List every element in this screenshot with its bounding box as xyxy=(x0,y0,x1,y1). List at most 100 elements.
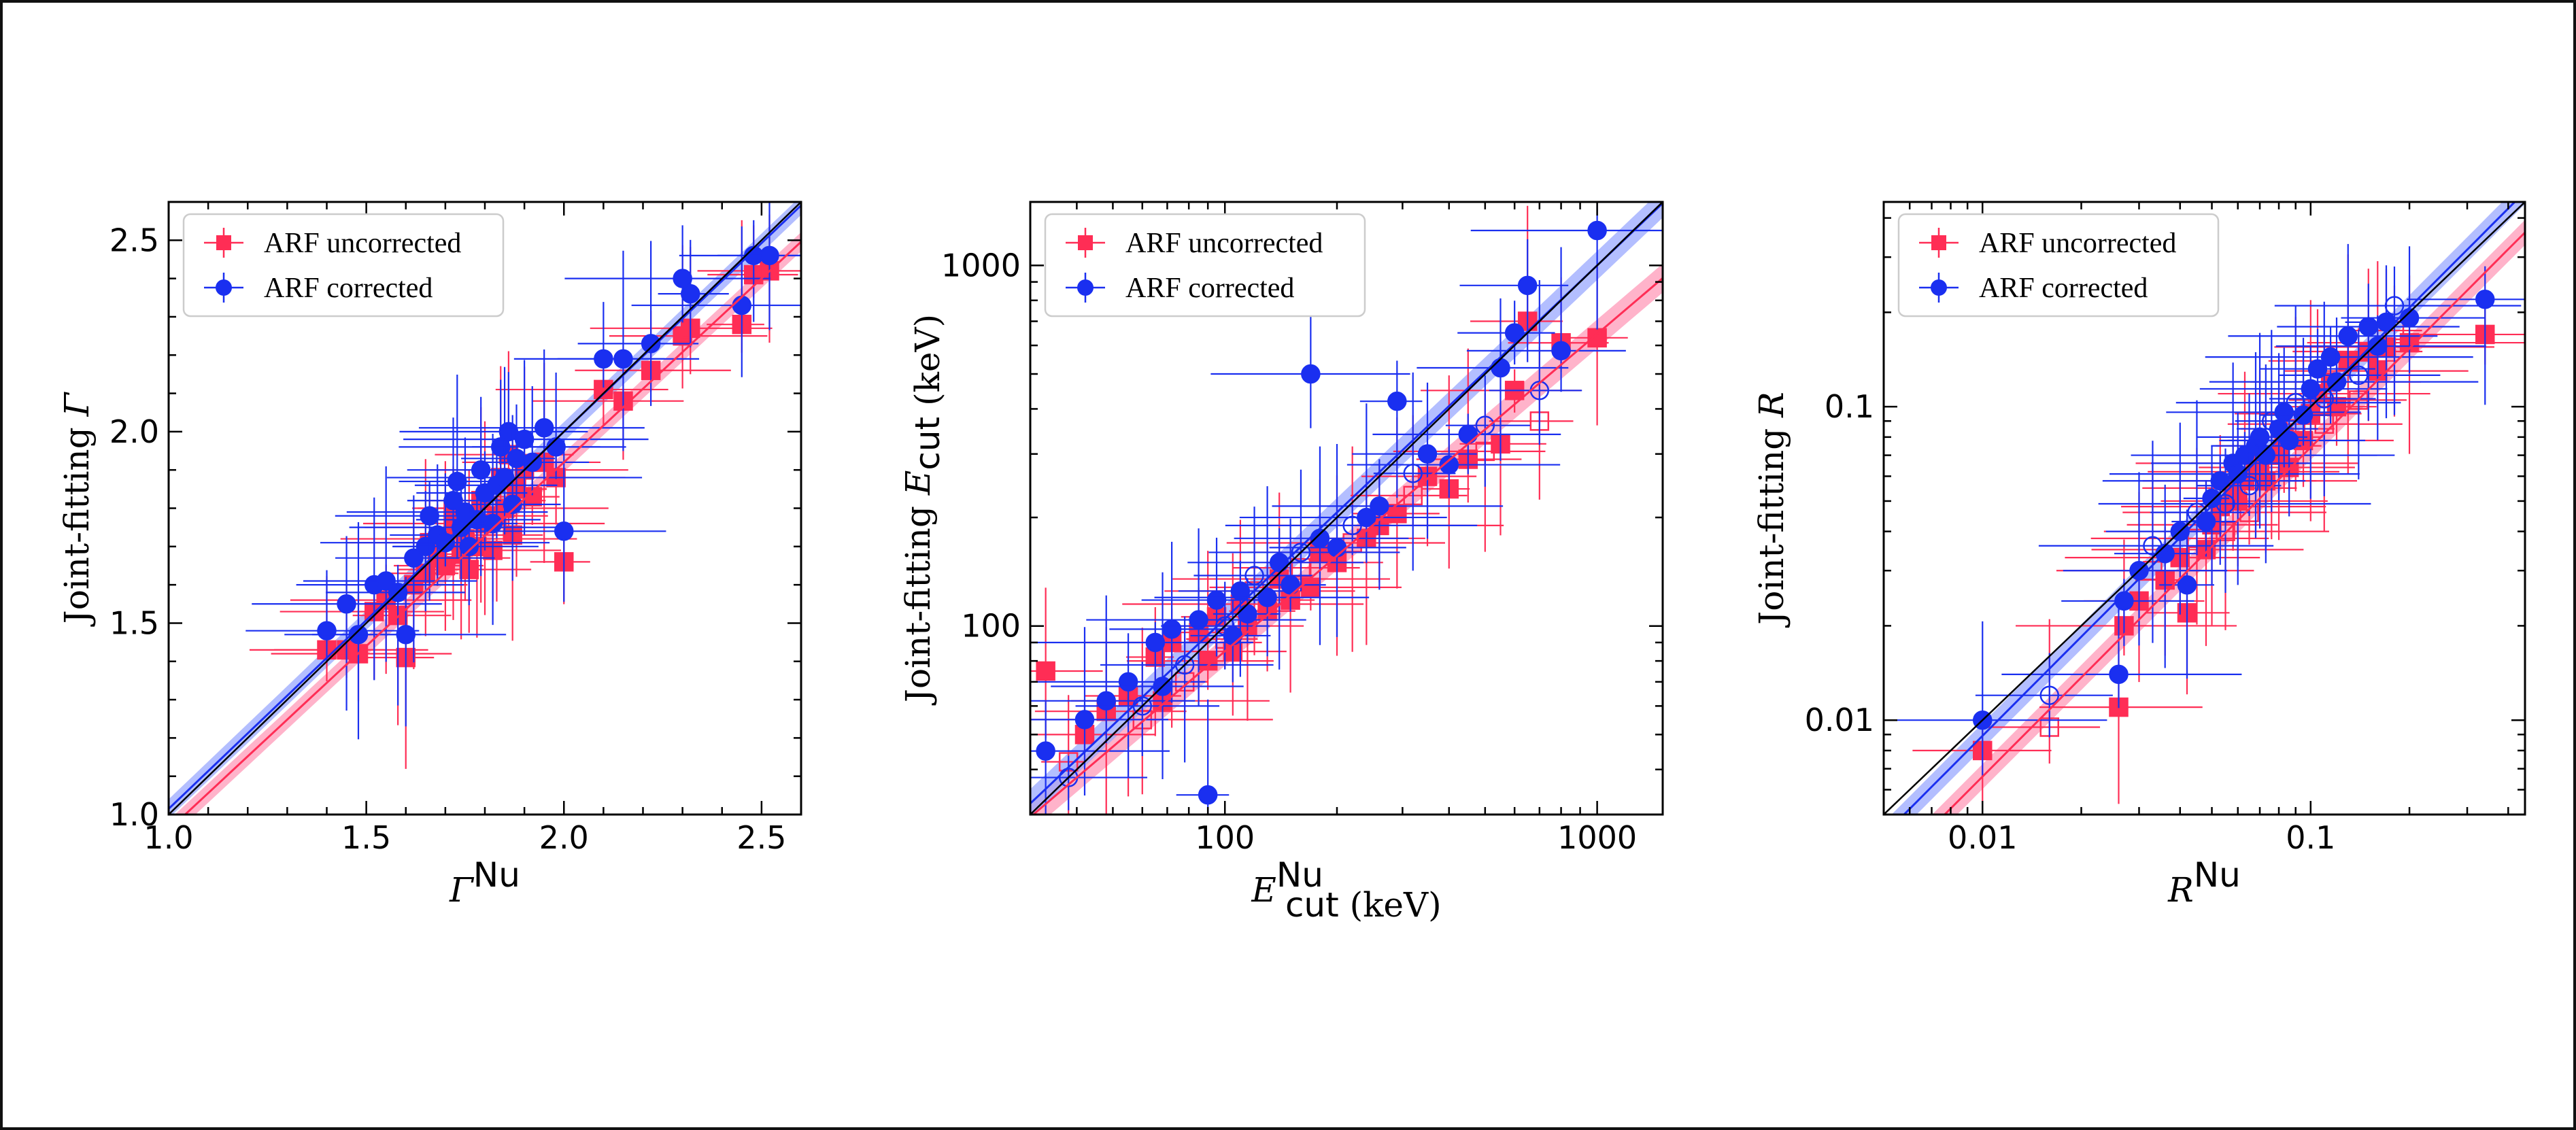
data-point xyxy=(1491,358,1510,378)
axis-ticks xyxy=(167,201,802,816)
data-point xyxy=(1096,691,1116,711)
x-tick-label: 100 xyxy=(1195,819,1255,856)
x-tick-label: 1.5 xyxy=(341,819,391,856)
data-point xyxy=(554,521,574,541)
axis-label-superscript: Nu xyxy=(473,855,520,895)
axis-label-symbol: R xyxy=(1752,392,1791,418)
data-point xyxy=(673,269,692,288)
data-point xyxy=(494,468,515,487)
data-point xyxy=(2109,664,2129,685)
data-point xyxy=(1587,220,1607,241)
legend-box xyxy=(1044,213,1366,318)
x-axis-label: ENu cut (keV) xyxy=(1251,855,1441,925)
legend-box xyxy=(1897,213,2220,318)
y-tick-label: 2.5 xyxy=(109,222,159,258)
x-tick-label: 1000 xyxy=(1557,819,1637,856)
data-point xyxy=(1327,538,1347,558)
data-point xyxy=(376,571,396,591)
data-point xyxy=(1189,610,1208,630)
y-axis-label: Joint-fitting R xyxy=(1752,392,1791,628)
series-corrected xyxy=(245,202,801,740)
data-point xyxy=(1475,415,1495,435)
data-point xyxy=(1504,323,1525,343)
data-point xyxy=(1118,672,1138,692)
y-tick-label: 0.1 xyxy=(1825,388,1874,425)
data-point xyxy=(1230,581,1251,601)
axis-label-superscript: Nu xyxy=(1276,855,1323,895)
x-tick-label: 0.01 xyxy=(1948,819,2017,856)
data-point xyxy=(2228,464,2248,484)
y-tick-label: 1.5 xyxy=(109,604,159,641)
y-axis-label: Joint-fitting Ecut (keV) xyxy=(898,314,947,706)
data-point xyxy=(732,295,752,315)
axis-ticks xyxy=(1029,202,1663,816)
data-point xyxy=(2320,347,2341,367)
axis-label-symbol: E xyxy=(1251,870,1276,910)
axis-ticks xyxy=(1882,202,2525,816)
data-point xyxy=(1257,587,1277,607)
data-point xyxy=(1223,626,1243,646)
data-point xyxy=(1458,424,1478,445)
y-axis-label: Joint-fitting Γ xyxy=(57,391,97,627)
data-point xyxy=(2314,389,2335,409)
data-point xyxy=(613,349,633,369)
data-point xyxy=(2338,326,2358,346)
data-point xyxy=(1162,619,1182,639)
legend: ARF uncorrected ARF corrected xyxy=(1897,213,2220,318)
data-point xyxy=(760,245,779,266)
legend-label: ARF corrected xyxy=(264,273,433,304)
y-tick-label: 2.0 xyxy=(109,413,159,450)
data-point xyxy=(2301,379,2321,399)
axis-label-subscript: cut xyxy=(908,417,947,470)
data-point xyxy=(1370,496,1389,516)
data-point xyxy=(337,594,356,614)
axes-frame xyxy=(1029,201,1664,816)
x-axis-label: RNu xyxy=(2167,855,2241,910)
y-tick-label: 1000 xyxy=(941,247,1021,284)
data-point xyxy=(2177,575,2197,595)
x-tick-label: 0.1 xyxy=(2286,819,2335,856)
data-point xyxy=(2216,494,2235,514)
series-corrected xyxy=(1884,243,2525,777)
axis-label-symbol: E xyxy=(898,470,938,496)
legend-marker-square xyxy=(1078,235,1093,250)
data-point xyxy=(435,532,456,553)
data-point xyxy=(459,536,479,557)
chart-panel-1: 1.0 1.5 2.0 2.51.01.52.02.5ΓNuJoint-fitting… xyxy=(57,201,802,910)
data-point xyxy=(2307,359,2328,379)
x-tick-label: 2.5 xyxy=(736,819,786,856)
data-point xyxy=(514,429,535,449)
data-point xyxy=(1310,528,1330,549)
data-point xyxy=(2114,591,2134,611)
axis-label-unit: (keV) xyxy=(908,314,947,417)
legend-label: ARF uncorrected xyxy=(264,228,461,259)
data-point xyxy=(1301,364,1321,384)
data-point xyxy=(1074,710,1095,730)
data-point xyxy=(2349,365,2369,386)
data-point xyxy=(471,460,491,480)
legend-label: ARF uncorrected xyxy=(1125,228,1323,259)
legend-box xyxy=(182,213,505,318)
data-point xyxy=(1036,741,1055,761)
y-tick-label: 0.01 xyxy=(1805,702,1874,738)
axis-label-subscript: cut xyxy=(1285,885,1339,925)
data-point xyxy=(1238,604,1257,624)
axis-label-unit: (keV) xyxy=(1339,885,1442,925)
data-point xyxy=(1387,504,1407,524)
data-point xyxy=(1206,590,1227,610)
data-point xyxy=(404,548,424,568)
axis-label-prefix: Joint-fitting xyxy=(1752,417,1791,628)
legend-marker-circle xyxy=(216,279,232,296)
data-point xyxy=(1587,328,1607,348)
data-point xyxy=(2274,403,2294,422)
data-point xyxy=(507,449,526,468)
legend-label: ARF corrected xyxy=(1979,273,2148,304)
axes-frame xyxy=(1882,201,2526,816)
data-point xyxy=(1439,455,1459,475)
data-point xyxy=(534,417,554,438)
legend-marker-circle xyxy=(1931,279,1947,296)
x-tick-label: 1.0 xyxy=(143,819,193,856)
data-point xyxy=(498,422,519,442)
